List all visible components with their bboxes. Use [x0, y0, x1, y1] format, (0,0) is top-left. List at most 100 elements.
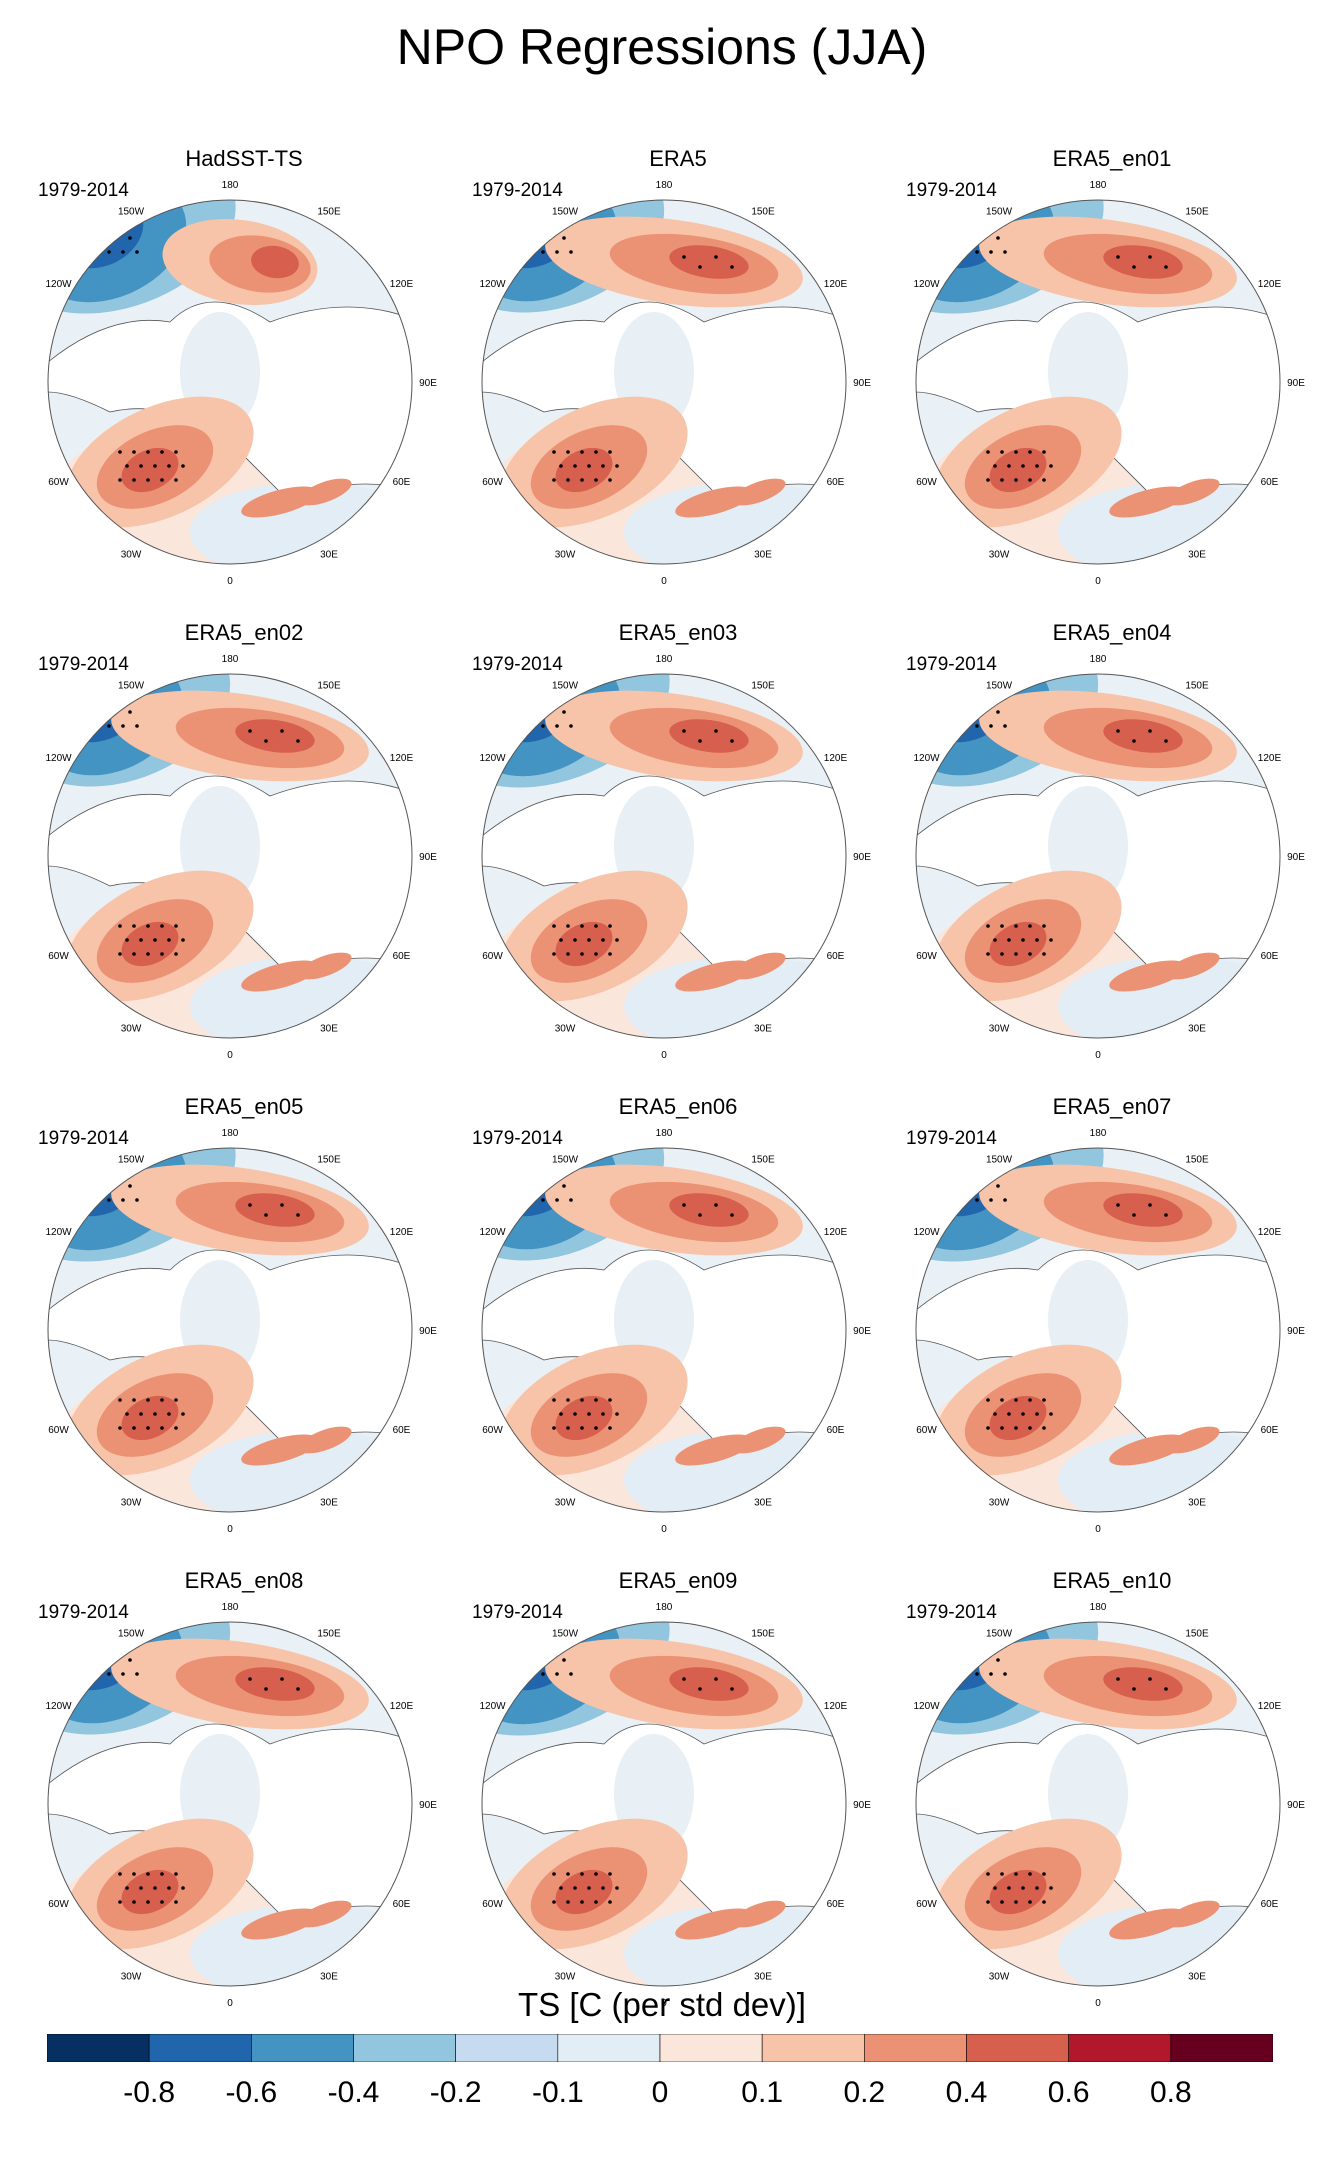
- longitude-label: 180: [1090, 654, 1107, 665]
- stipple-dot: [248, 1677, 252, 1681]
- stipple-dot: [559, 1412, 563, 1416]
- panel-title: ERA5_en09: [618, 1568, 738, 1593]
- map-panel: ERA5_en02 1979-2014 180 150E 120E 90E 60E 30E 0 3…: [38, 620, 444, 1070]
- stipple-dot: [100, 1156, 104, 1160]
- stipple-dot: [975, 250, 979, 254]
- longitude-label: 120W: [479, 753, 506, 764]
- longitude-label: 150W: [552, 1155, 579, 1166]
- stipple-dot: [580, 1426, 584, 1430]
- map-panel: ERA5_en06 1979-2014 180 150E 120E 90E 60E 30E 0 3…: [472, 1094, 878, 1544]
- stipple-dot: [608, 1900, 612, 1904]
- stipple-dot: [86, 682, 90, 686]
- stipple-dot: [65, 250, 69, 254]
- stipple-dot: [492, 1630, 496, 1634]
- stipple-dot: [682, 1677, 686, 1681]
- stipple-dot: [58, 1630, 62, 1634]
- stipple-dot: [135, 250, 139, 254]
- longitude-label: 60E: [827, 1899, 845, 1910]
- stipple-dot: [580, 1398, 584, 1402]
- stipple-dot: [1007, 1412, 1011, 1416]
- stipple-dot: [968, 1658, 972, 1662]
- stipple-dot: [72, 1658, 76, 1662]
- stipple-dot: [947, 222, 951, 226]
- stipple-dot: [968, 1156, 972, 1160]
- stipple-dot: [513, 724, 517, 728]
- stipple-dot: [552, 952, 556, 956]
- stipple-dot: [594, 1872, 598, 1876]
- stipple-dot: [580, 450, 584, 454]
- panel-period: 1979-2014: [906, 180, 997, 201]
- stipple-dot: [1164, 739, 1168, 743]
- warm-anomaly: [1109, 1434, 1187, 1466]
- panel-title: ERA5_en03: [618, 620, 738, 645]
- colorbar-tick-label: 0.4: [945, 2076, 988, 2109]
- map-panel: ERA5_en08 1979-2014 180 150E 120E 90E 60E 30E 0 3…: [38, 1568, 444, 2018]
- stipple-dot: [86, 236, 90, 240]
- map-panel: ERA5 1979-2014 180 150E 120E 90E 60E 30E 0 30W 60W…: [472, 146, 878, 596]
- stipple-dot: [72, 208, 76, 212]
- stipple-dot: [601, 1412, 605, 1416]
- longitude-label: 120E: [1258, 753, 1282, 764]
- stipple-dot: [72, 236, 76, 240]
- colorbar-segment: [1170, 2034, 1273, 2062]
- stipple-dot: [961, 1198, 965, 1202]
- warm-anomaly: [1166, 952, 1220, 980]
- stipple-dot: [1116, 1677, 1120, 1681]
- longitude-label: 30E: [320, 1497, 338, 1508]
- stipple-dot: [1021, 938, 1025, 942]
- stipple-dot: [499, 222, 503, 226]
- warm-anomaly: [675, 1434, 753, 1466]
- stipple-dot: [513, 1198, 517, 1202]
- warm-anomaly: [555, 447, 613, 493]
- warm-anomaly: [241, 960, 319, 992]
- panel-title: HadSST-TS: [185, 146, 303, 171]
- stipple-dot: [513, 1672, 517, 1676]
- stipple-dot: [118, 450, 122, 454]
- longitude-label: 60E: [827, 1425, 845, 1436]
- stipple-dot: [58, 682, 62, 686]
- stipple-dot: [128, 1658, 132, 1662]
- polar-map: 180150E120E90E60E30E030W60W90W120W150W: [913, 654, 1305, 1061]
- stipple-dot: [1014, 450, 1018, 454]
- stipple-dot: [100, 1630, 104, 1634]
- stipple-dot: [933, 250, 937, 254]
- stipple-dot: [1014, 1900, 1018, 1904]
- stipple-dot: [146, 1872, 150, 1876]
- warm-anomaly: [1166, 1426, 1220, 1454]
- panel-period: 1979-2014: [906, 654, 997, 675]
- longitude-label: 0: [661, 576, 667, 587]
- figure-title: NPO Regressions (JJA): [396, 19, 928, 75]
- polar-map: 180150E120E90E60E30E030W60W90W120W150W: [45, 654, 437, 1061]
- stipple-dot: [135, 724, 139, 728]
- colorbar-segment: [251, 2034, 354, 2062]
- colorbar-segment: [761, 2034, 865, 2062]
- stipple-dot: [1132, 739, 1136, 743]
- stipple-dot: [698, 739, 702, 743]
- warm-anomaly: [675, 1908, 753, 1940]
- warm-anomaly: [241, 1908, 319, 1940]
- stipple-dot: [1021, 1412, 1025, 1416]
- stipple-dot: [520, 1184, 524, 1188]
- polar-map: 180150E120E90E60E30E030W60W90W120W150W: [45, 1128, 437, 1535]
- stipple-dot: [1014, 478, 1018, 482]
- warm-anomaly: [1166, 1900, 1220, 1928]
- stipple-dot: [527, 1170, 531, 1174]
- stipple-dot: [989, 222, 993, 226]
- stipple-dot: [555, 1672, 559, 1676]
- longitude-label: 60W: [482, 951, 503, 962]
- stipple-dot: [121, 1170, 125, 1174]
- stipple-dot: [1028, 1426, 1032, 1430]
- stipple-dot: [139, 1412, 143, 1416]
- stipple-dot: [986, 450, 990, 454]
- stipple-dot: [132, 1398, 136, 1402]
- stipple-dot: [527, 724, 531, 728]
- map-boundary: [915, 673, 1281, 1039]
- stipple-dot: [1049, 938, 1053, 942]
- stipple-dot: [520, 1156, 524, 1160]
- stipple-dot: [1164, 265, 1168, 269]
- stipple-dot: [1028, 478, 1032, 482]
- stipple-dot: [933, 1198, 937, 1202]
- colorbar-tick-label: -0.2: [429, 2076, 482, 2109]
- stipple-dot: [86, 1630, 90, 1634]
- warm-anomaly: [1166, 478, 1220, 506]
